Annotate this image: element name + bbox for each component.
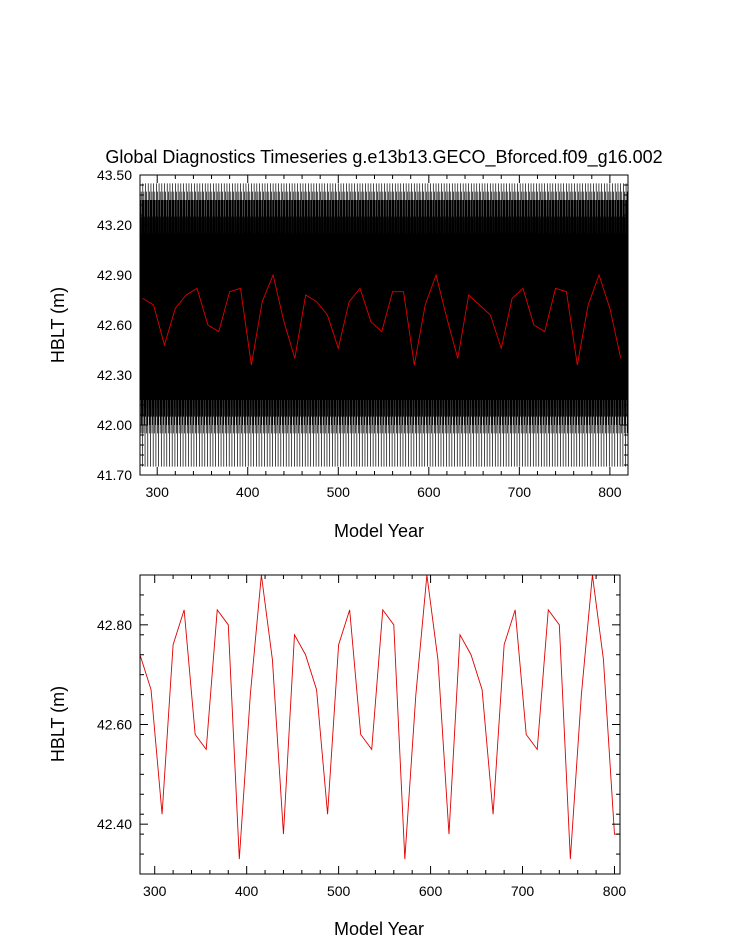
- x-tick-label: 800: [598, 484, 622, 500]
- y-tick-label: 42.60: [97, 717, 132, 733]
- plot-frame-bottom: [139, 574, 621, 875]
- y-tick-label: 42.40: [97, 816, 132, 832]
- x-tick-label: 300: [146, 484, 170, 500]
- x-tick-label: 700: [511, 883, 535, 899]
- series-line-top-0: [139, 183, 629, 467]
- x-tick-label: 400: [236, 484, 260, 500]
- y-tick-label: 42.00: [97, 417, 132, 433]
- bottom-panel: 300 400 500 600 700 800 42.40 42.60 42.80 Model …: [48, 574, 626, 939]
- chart-title: Global Diagnostics Timeseries g.e13b13.G…: [105, 147, 662, 168]
- x-tick-label: 300: [143, 883, 167, 899]
- x-tick-label: 400: [235, 883, 259, 899]
- y-axis-label-bottom: HBLT (m): [48, 686, 68, 762]
- x-tick-label: 500: [327, 484, 351, 500]
- y-tick-label: 42.30: [97, 367, 132, 383]
- tick-marks-bottom: [140, 574, 620, 875]
- y-tick-label: 42.90: [97, 267, 132, 283]
- top-panel: Global Diagnostics Timeseries g.e13b13.G…: [48, 147, 663, 541]
- series-line-bottom-0: [139, 574, 620, 860]
- y-tick-label: 42.60: [97, 317, 132, 333]
- plot-area-top: [139, 183, 629, 467]
- y-tick-label: 43.20: [97, 217, 132, 233]
- y-tick-label: 42.80: [97, 617, 132, 633]
- tick-labels-bottom: 300 400 500 600 700 800 42.40 42.60 42.80: [97, 617, 626, 899]
- plot-area-bottom: [139, 574, 620, 860]
- x-tick-label: 800: [603, 883, 627, 899]
- y-axis-label-top: HBLT (m): [48, 287, 68, 363]
- x-axis-label-bottom: Model Year: [334, 919, 424, 939]
- y-tick-label: 41.70: [97, 467, 132, 483]
- tick-labels-top: 300 400 500 600 700 800 41.70 42.00 42.30 42.60 42…: [97, 167, 622, 500]
- plot-frame-top: [139, 174, 629, 476]
- y-tick-label: 43.50: [97, 167, 132, 183]
- tick-marks-top: [140, 174, 629, 476]
- x-tick-label: 700: [508, 484, 532, 500]
- x-tick-label: 600: [417, 484, 441, 500]
- x-tick-label: 500: [327, 883, 351, 899]
- series-line-top-1: [142, 273, 622, 366]
- x-axis-label-top: Model Year: [334, 521, 424, 541]
- x-tick-label: 600: [419, 883, 443, 899]
